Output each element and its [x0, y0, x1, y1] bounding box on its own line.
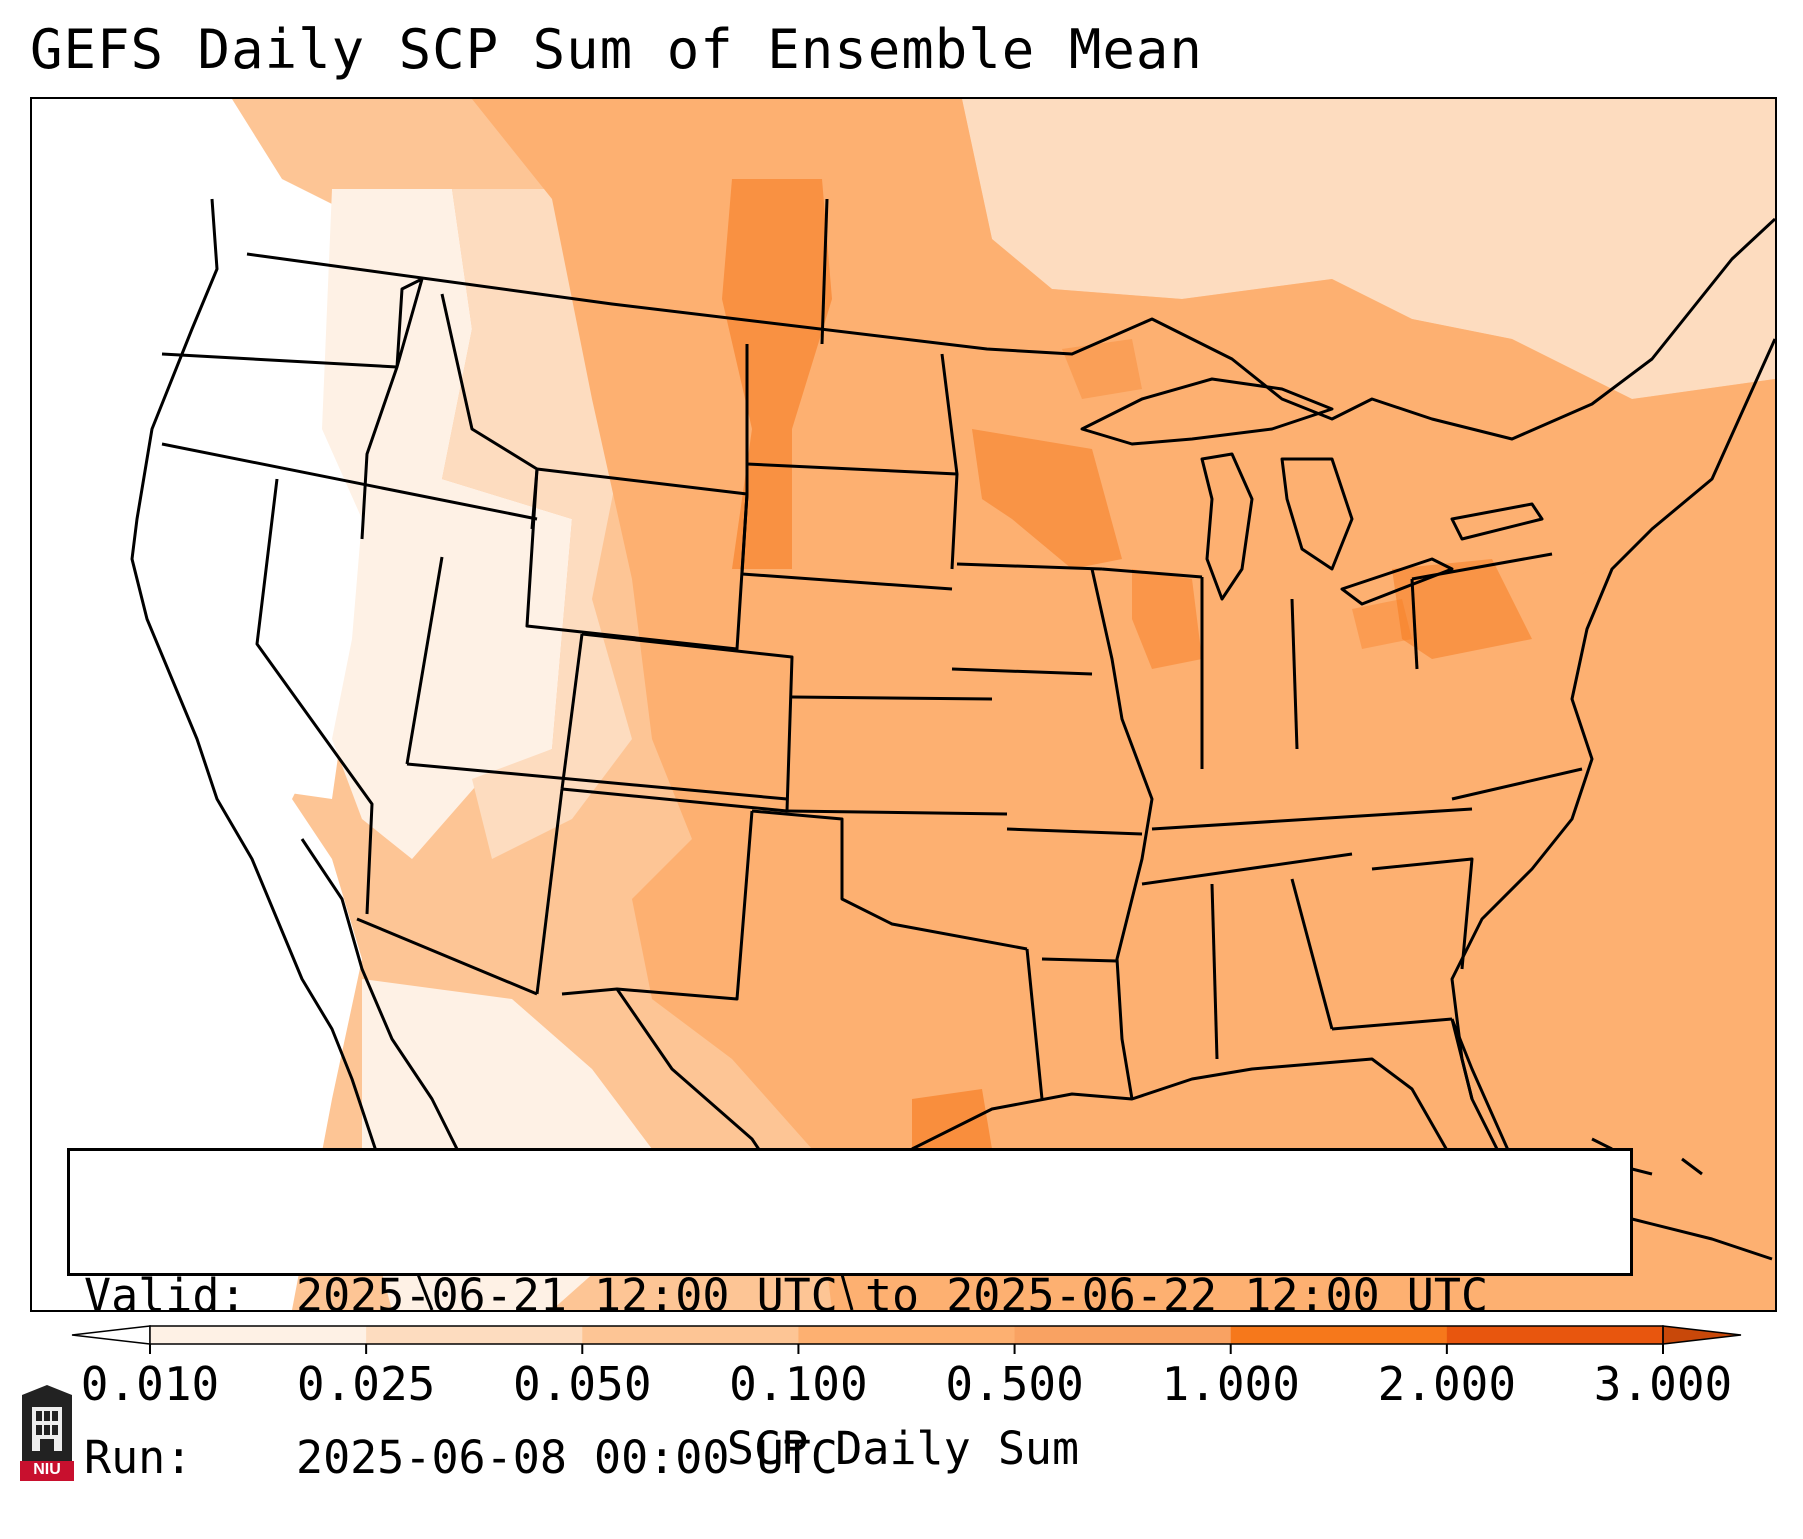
border-tn-south: [1141, 852, 1353, 886]
border-az-south: [356, 917, 538, 996]
lake-huron: [1280, 457, 1354, 571]
border-nm-east: [561, 810, 754, 1001]
colorbar-segment: [582, 1326, 799, 1344]
border-sd-ne: [741, 572, 953, 591]
run-line: Run: 2025-06-08 00:00 UTC: [84, 1431, 1616, 1485]
border-ne-ks: [791, 695, 993, 701]
colorbar-extend-high: [1662, 1325, 1742, 1345]
field-northeast-light: [962, 99, 1775, 399]
border-nd-sd: [746, 462, 958, 476]
border-ga-fl: [1331, 1017, 1453, 1031]
colorbar-segment: [1230, 1326, 1448, 1344]
colorbar-tick-label: 0.025: [296, 1357, 436, 1411]
colorbar-tick-label: 1.000: [1161, 1357, 1300, 1411]
border-wi-il: [1101, 567, 1203, 579]
border-dakotas: [740, 344, 749, 575]
run-value: 2025-06-08 00:00 UTC: [296, 1431, 838, 1484]
field-pennsylvania-darker: [1392, 559, 1532, 659]
niu-logo-text: NIU: [33, 1461, 61, 1478]
mississippi-river: [1090, 568, 1154, 1100]
colorbar-tick-label: 0.100: [729, 1357, 868, 1411]
border-in-oh: [1290, 598, 1299, 750]
colorbar-label: SCP Daily Sum: [726, 1422, 1080, 1475]
border-oh-pa: [1410, 578, 1419, 670]
border-ms-al: [1210, 883, 1219, 1060]
lake-michigan: [1200, 452, 1254, 601]
colorbar-outline: [149, 1325, 1664, 1345]
colorbar-tick-label: 0.500: [945, 1357, 1084, 1411]
atlantic-coastline: [1450, 338, 1775, 1100]
valid-value: 2025-06-21 12:00 UTC to 2025-06-22 12:00…: [296, 1269, 1489, 1322]
colorbar-tick-label: 2.000: [1377, 1357, 1517, 1411]
colorbar-tick-label: 3.000: [1593, 1357, 1733, 1411]
border-or-id: [360, 277, 424, 540]
border-mn-ia: [956, 562, 1103, 571]
scp-map: [32, 99, 1775, 1310]
border-dakotas-east: [940, 353, 959, 570]
field-west-verylight: [322, 189, 572, 859]
lake-erie: [1340, 557, 1454, 606]
field-michigan-darker: [1062, 339, 1142, 399]
colorbar-segment: [1014, 1326, 1232, 1344]
run-label: Run:: [84, 1431, 193, 1484]
boundaries: [130, 198, 1775, 1310]
colorbar-tick-label: 0.050: [513, 1357, 652, 1411]
border-tx-la: [1025, 948, 1044, 1100]
field-atlantic-medium: [1452, 479, 1775, 1279]
canada-border: [246, 217, 1775, 441]
border-or-ca-nv: [161, 442, 538, 521]
border-mo-ar: [1006, 827, 1143, 836]
field-dakotas-darker: [722, 179, 832, 569]
border-nv-ut: [405, 556, 444, 765]
field-minnesota-darker: [972, 429, 1122, 569]
colorbar-svg: [71, 1325, 1742, 1354]
scp-field: [32, 99, 1775, 1310]
border-mt-south: [536, 467, 748, 496]
border-ut-az: [406, 762, 788, 801]
colorbar-extend-low: [71, 1325, 151, 1345]
field-ohio-darker: [1352, 599, 1412, 649]
border-ca-nv: [255, 478, 374, 915]
colorbar-segment: [1446, 1326, 1664, 1344]
colorbar-segment: [798, 1326, 1016, 1344]
field-west-blank: [32, 99, 362, 1310]
field-nevada-blank: [192, 399, 372, 799]
border-ks-ok: [786, 809, 1008, 816]
colorbar: 0.010 0.025 0.050 0.100 0.500 1.000 2.000 3.000…: [0, 1312, 1803, 1500]
border-ky-tn: [1151, 807, 1473, 831]
pacific-coastline: [130, 198, 434, 1310]
border-mt-nd: [820, 198, 829, 345]
map-panel: [30, 97, 1777, 1312]
colorbar-segment: [366, 1326, 583, 1344]
niu-logo-icon: [20, 1385, 74, 1481]
bahamas: [1591, 1137, 1703, 1176]
valid-label: Valid:: [84, 1269, 247, 1322]
border-al-ga: [1290, 878, 1334, 1030]
field-illinois-darker: [1132, 569, 1202, 669]
border-sc: [1371, 857, 1474, 970]
colorbar-tick-label: 0.010: [80, 1357, 220, 1411]
lake-ontario: [1450, 502, 1544, 541]
valid-line: Valid: 2025-06-21 12:00 UTC to 2025-06-22…: [84, 1269, 1616, 1323]
border-nc-va: [1451, 767, 1583, 801]
border-ia-mo: [951, 667, 1093, 676]
border-ok-tx: [751, 809, 1028, 951]
niu-logo: NIU: [18, 1385, 76, 1481]
page-title: GEFS Daily SCP Sum of Ensemble Mean: [30, 18, 1203, 81]
border-wa-or: [161, 352, 398, 369]
lake-superior: [1080, 377, 1334, 446]
border-az-nm: [535, 788, 564, 995]
border-ut-co: [560, 633, 584, 790]
valid-run-info-box: Valid: 2025-06-21 12:00 UTC to 2025-06-22…: [67, 1148, 1633, 1484]
border-ar-la: [1041, 957, 1118, 963]
border-colorado: [561, 632, 794, 813]
colorbar-segment: [150, 1326, 367, 1344]
